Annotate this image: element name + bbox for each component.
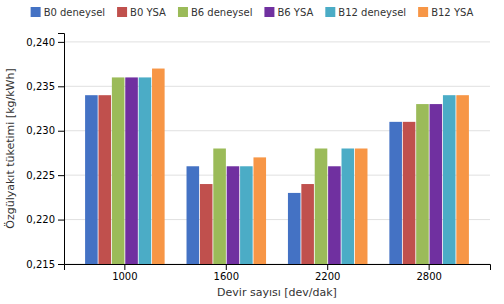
x-tick-label: 1600 <box>214 271 239 282</box>
y-tick-label: 0,220 <box>26 214 55 225</box>
bar <box>416 104 429 264</box>
y-tick: 0,240 <box>26 37 64 48</box>
bar <box>187 166 200 264</box>
bar <box>315 149 328 265</box>
bar <box>430 104 443 264</box>
y-tick-mark <box>58 264 64 265</box>
y-axis-title: Özgülyakıt tüketimi [kg/kWh] <box>4 68 17 228</box>
bar <box>253 157 266 264</box>
legend-label: B6 YSA <box>277 7 313 18</box>
y-tick-label: 0,230 <box>26 125 55 136</box>
bar <box>443 95 456 264</box>
grid-line <box>64 41 490 42</box>
x-axis-line <box>65 265 491 271</box>
bar <box>389 122 402 264</box>
bar <box>403 122 416 264</box>
bar <box>85 95 98 264</box>
y-axis-line <box>58 34 65 265</box>
bar <box>342 149 355 265</box>
bar <box>240 166 253 264</box>
legend-swatch <box>117 7 127 17</box>
x-axis: 1000 1600 2200 2800 <box>65 264 491 282</box>
chart-root: B0 deneysel B0 YSA B6 deneysel B6 YSA B12 de… <box>0 0 504 304</box>
y-tick-mark <box>58 86 64 87</box>
legend-item: B6 YSA <box>264 7 313 18</box>
y-tick: 0,225 <box>26 170 64 181</box>
bar <box>227 166 240 264</box>
x-tick: 2200 <box>315 264 340 282</box>
plot-area: 0,215 0,220 0,225 0,230 0,235 0,240 1000 1600 22… <box>26 34 490 304</box>
legend-item: B12 deneysel <box>325 7 406 18</box>
x-tick: 2800 <box>416 264 441 282</box>
x-tick-mark <box>124 264 125 270</box>
x-tick: 1000 <box>112 264 137 282</box>
bar <box>328 166 341 264</box>
y-tick-label: 0,240 <box>26 37 55 48</box>
y-tick-mark <box>58 175 64 176</box>
legend-item: B0 deneysel <box>31 7 105 18</box>
y-axis: 0,215 0,220 0,225 0,230 0,235 0,240 <box>26 34 64 270</box>
y-tick: 0,215 <box>26 259 64 270</box>
x-tick-mark <box>429 264 430 270</box>
y-tick-label: 0,235 <box>26 81 55 92</box>
x-tick-mark <box>226 264 227 270</box>
legend: B0 deneysel B0 YSA B6 deneysel B6 YSA B12 de… <box>31 7 474 18</box>
x-tick-label: 2800 <box>416 271 441 282</box>
bar <box>112 77 125 264</box>
x-tick: 1600 <box>214 264 239 282</box>
y-tick-mark <box>58 131 64 132</box>
bar-series <box>152 69 469 264</box>
legend-item: B0 YSA <box>117 7 166 18</box>
legend-item: B6 deneysel <box>178 7 252 18</box>
bars <box>85 69 469 264</box>
bar-series <box>139 77 456 264</box>
bar <box>456 95 469 264</box>
y-tick-label: 0,215 <box>26 259 55 270</box>
y-tick-mark <box>58 220 64 221</box>
y-tick: 0,220 <box>26 214 64 225</box>
legend-label: B0 YSA <box>130 7 166 18</box>
legend-swatch <box>418 7 428 17</box>
bar <box>288 193 301 264</box>
legend-swatch <box>31 7 41 17</box>
legend-label: B6 deneysel <box>191 7 252 18</box>
legend-swatch <box>325 7 335 17</box>
legend-label: B12 YSA <box>431 7 473 18</box>
legend-label: B12 deneysel <box>338 7 406 18</box>
bar <box>125 77 138 264</box>
legend-label: B0 deneysel <box>44 7 105 18</box>
y-tick: 0,235 <box>26 81 64 92</box>
legend-item: B12 YSA <box>418 7 473 18</box>
bar <box>200 184 213 264</box>
legend-swatch <box>264 7 274 17</box>
bar <box>152 69 165 264</box>
x-tick-label: 1000 <box>112 271 137 282</box>
bar <box>301 184 314 264</box>
y-tick: 0,230 <box>26 125 64 136</box>
legend-swatch <box>178 7 188 17</box>
bar <box>355 149 368 265</box>
x-tick-mark <box>327 264 328 270</box>
x-tick-label: 2200 <box>315 271 340 282</box>
y-tick-mark <box>58 42 64 43</box>
x-axis-title: Devir sayısı [dev/dak] <box>217 286 337 299</box>
bar <box>98 95 111 264</box>
bar <box>213 149 226 265</box>
bar <box>139 77 152 264</box>
y-tick-label: 0,225 <box>26 170 55 181</box>
bar-series <box>125 77 442 264</box>
